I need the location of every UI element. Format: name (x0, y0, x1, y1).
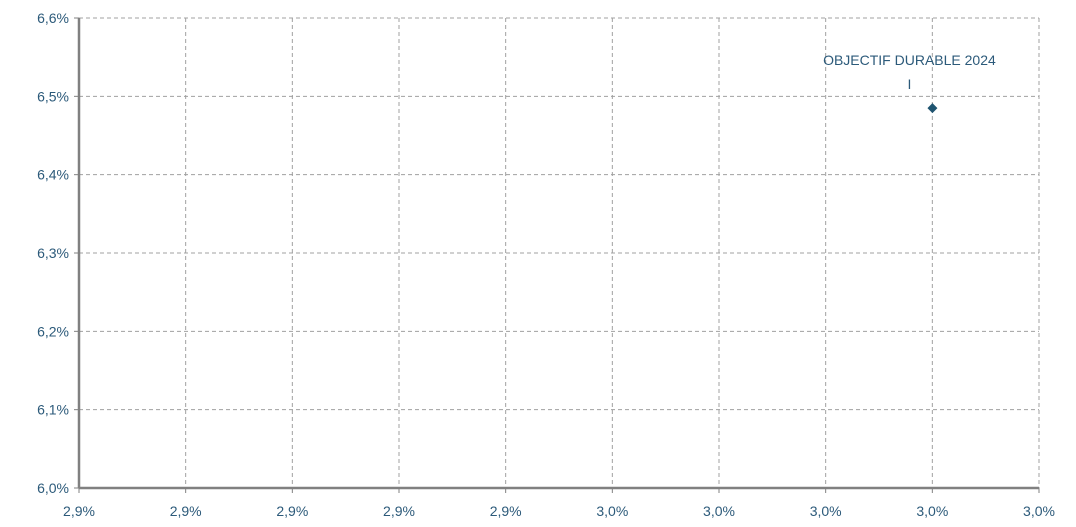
y-tick-label: 6,4% (37, 167, 69, 183)
data-point-label: OBJECTIF DURABLE 2024 (823, 52, 996, 68)
x-tick-label: 3,0% (916, 503, 948, 519)
data-points: OBJECTIF DURABLE 2024 I (823, 52, 996, 114)
x-tick-label: 3,0% (703, 503, 735, 519)
y-tick-label: 6,6% (37, 10, 69, 26)
x-tick-label: 2,9% (490, 503, 522, 519)
y-tick-label: 6,2% (37, 323, 69, 339)
gridlines (79, 17, 1040, 488)
x-axis-ticks: 2,9% 2,9% 2,9% 2,9% 2,9% 3,0% 3,0% 3,0% 3,0% 3,0% (63, 488, 1055, 519)
x-tick-label: 3,0% (1023, 503, 1055, 519)
y-tick-label: 6,5% (37, 88, 69, 104)
y-axis-ticks: 6,0% 6,1% 6,2% 6,3% 6,4% 6,5% 6,6% (37, 10, 79, 496)
y-tick-label: 6,1% (37, 402, 69, 418)
x-tick-label: 2,9% (170, 503, 202, 519)
y-tick-label: 6,3% (37, 245, 69, 261)
x-tick-label: 2,9% (383, 503, 415, 519)
x-tick-label: 3,0% (596, 503, 628, 519)
x-tick-label: 3,0% (810, 503, 842, 519)
x-tick-label: 2,9% (63, 503, 95, 519)
data-point-label-leader: I (907, 76, 911, 92)
x-tick-label: 2,9% (276, 503, 308, 519)
data-point-marker (927, 103, 938, 114)
y-tick-label: 6,0% (37, 480, 69, 496)
